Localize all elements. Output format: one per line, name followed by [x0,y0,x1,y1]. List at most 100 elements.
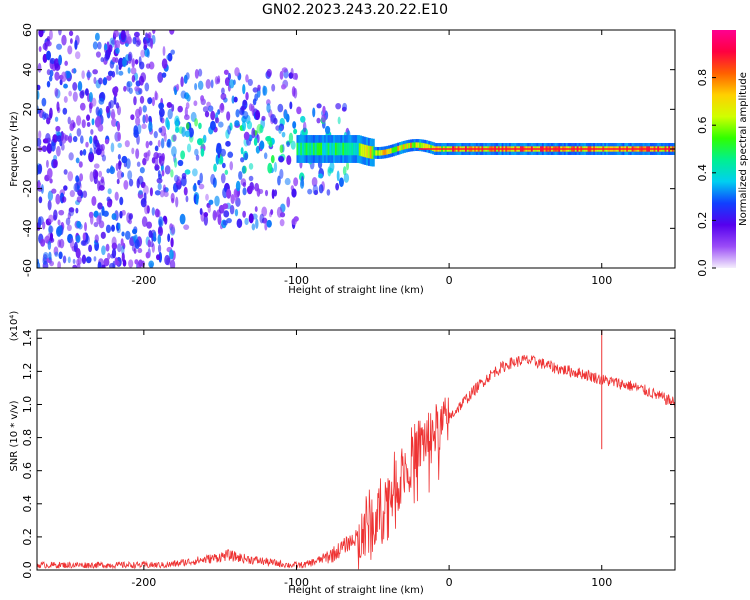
spectrogram-cell [271,83,276,92]
spectrogram-band-core [426,143,430,150]
spectrogram-marks [37,30,675,268]
spectrogram-cell [286,155,292,166]
spectrogram-cell [151,157,156,164]
spectrogram-cell [133,96,137,106]
spectrogram-cell [142,157,147,166]
spectrogram-cell [131,58,135,69]
spectrogram-cell [195,154,200,161]
spectrogram-cell [109,166,115,175]
spectrogram-cell [145,140,150,149]
spectrogram-cell [185,122,190,130]
spectrogram-cell [248,175,254,182]
spectrogram-cell [48,214,54,223]
spectrogram-cell [97,202,103,210]
spectrogram-cell [220,173,226,184]
spectrogram-band-core [360,143,364,157]
spectrogram-cell [255,218,259,229]
spectrogram-cell [141,216,148,228]
spectrogram-cell [45,40,52,47]
spectrogram-cell [235,109,240,118]
spectrogram-cell [192,168,198,177]
spectrogram-cell [107,188,112,195]
spectrogram-cell [218,159,224,165]
spectrogram-cell [138,189,143,195]
spectrogram-cell [240,147,244,155]
spectrogram-cell [106,200,113,208]
spectrogram-cell [266,219,272,228]
spectrogram-cell [107,70,114,77]
spectrogram-band-core [404,143,408,150]
spectrogram-cell [234,208,239,217]
spectrogram-cell [197,80,204,90]
spectrogram-cell [220,148,227,157]
spectrogram-cell [52,214,57,221]
spectrogram-cell [343,173,350,183]
spectrogram-cell [286,141,290,148]
spectrogram-cell [185,195,189,203]
spectrogram-cell [157,234,162,245]
spectrogram-cell [54,116,59,122]
snr-y-label: SNR (10 * v/v) [9,400,20,471]
spectrogram-cell [119,196,124,206]
spectrogram-cell [63,169,68,175]
spectrogram-cell [41,97,47,107]
spectrogram-band-core [375,150,379,156]
spectrogram-cell [117,222,121,230]
snr-marks [37,330,675,570]
spectrogram-cell [289,101,293,110]
spectrogram-cell [177,159,184,167]
spectrogram-cell [117,142,122,149]
spectrogram-cell [194,68,199,79]
x-tick-label: 0 [446,576,453,589]
spectrogram-band-core [303,142,307,156]
spectrogram-cell [80,135,84,144]
spectrogram-cell [128,237,134,247]
spectrogram-cell [224,169,229,175]
spectrogram-cell [127,170,133,180]
spectrogram-cell [177,105,183,113]
spectrogram-cell [151,96,156,107]
spectrogram-cell [236,218,243,229]
spectrogram-cell [152,231,157,242]
spectrogram-cell [290,140,296,150]
spectrogram-cell [254,206,258,213]
spectrogram-cell [110,142,115,153]
spectrogram-cell [69,38,73,44]
spectrogram-cell [158,251,163,263]
spectrogram-cell [202,106,209,113]
spectrogram-cell [284,177,291,186]
spectrogram-cell [158,102,165,110]
spectrogram-cell [58,209,65,216]
spectrogram-band-core [309,142,313,156]
spectrogram-cell [163,132,167,142]
spectrogram-cell [183,74,188,84]
spectrogram-band-core [331,142,335,156]
spectrogram-cell [75,235,81,243]
spectrogram-cell [251,223,256,231]
spectrogram-cell [186,143,192,153]
spectrogram-cell [121,252,125,263]
spectrogram-band-core [367,145,372,159]
spectrogram-cell [127,51,133,62]
spectrogram-band-core [307,142,311,156]
spectrogram-cell [72,82,78,91]
spectrogram-cell [122,57,127,68]
spectrogram-cell [172,134,177,142]
spectrogram-cell [126,36,133,45]
spectrogram-cell [98,107,103,116]
spectrogram-cell [60,133,67,144]
spectrogram-cell [102,77,108,86]
spectrogram-cell [78,161,83,168]
spectrogram-cell [88,244,93,253]
x-tick-label: -200 [131,576,156,589]
spectrogram-band-core [366,145,370,158]
spectrogram-cell [244,152,249,161]
spectrogram-band-core [316,142,320,156]
spectrogram-cell [68,30,74,37]
spectrogram-cell [217,214,222,226]
spectrogram-cell [149,187,153,197]
spectrogram-cell [77,189,83,197]
spectrogram-band-core [342,142,346,156]
spectrogram-cell [184,130,191,138]
spectrogram-cell [118,160,122,171]
